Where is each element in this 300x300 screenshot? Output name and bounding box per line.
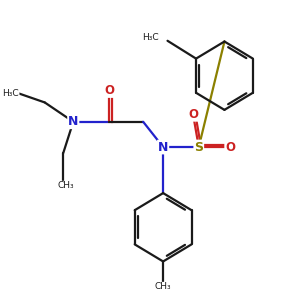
Text: O: O (188, 108, 198, 121)
Text: H₃C: H₃C (2, 89, 19, 98)
Text: S: S (194, 140, 203, 154)
Text: CH₃: CH₃ (58, 181, 74, 190)
Text: N: N (68, 115, 79, 128)
Text: CH₃: CH₃ (155, 282, 171, 291)
Text: O: O (225, 140, 235, 154)
Text: N: N (158, 140, 168, 154)
Text: H₃C: H₃C (142, 33, 159, 42)
Text: O: O (104, 84, 114, 97)
